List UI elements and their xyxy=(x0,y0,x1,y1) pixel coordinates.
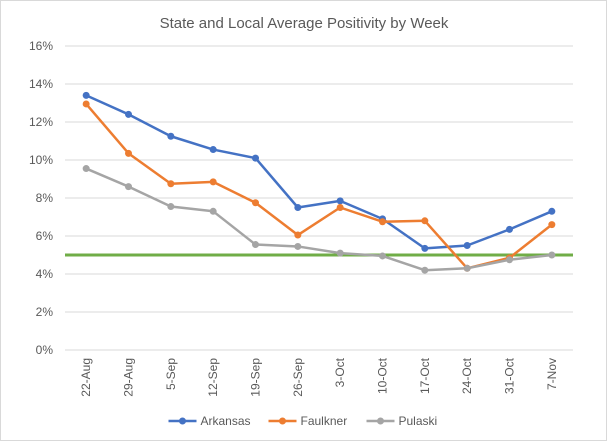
data-point-pulaski xyxy=(82,165,90,173)
y-axis-tick-labels: 0% 2% 4% 6% 8% 10% 12% 14% 16% xyxy=(29,39,53,357)
x-tick-label: 12-Sep xyxy=(206,358,220,397)
y-tick-label: 2% xyxy=(36,305,54,319)
data-point-faulkner xyxy=(125,149,132,157)
data-point-pulaski xyxy=(421,266,429,274)
series-line-arkansas xyxy=(84,94,554,250)
y-tick-label: 6% xyxy=(36,229,54,243)
data-point-arkansas xyxy=(82,91,90,99)
x-tick-label: 5-Sep xyxy=(164,358,178,390)
data-point-pulaski xyxy=(167,203,175,211)
data-point-pulaski xyxy=(548,251,556,259)
data-point-arkansas xyxy=(336,197,344,205)
data-point-arkansas xyxy=(421,244,429,252)
y-tick-label: 14% xyxy=(29,77,53,91)
legend-label: Arkansas xyxy=(201,414,251,428)
data-point-faulkner xyxy=(82,100,90,108)
data-point-faulkner xyxy=(548,221,556,229)
y-tick-label: 10% xyxy=(29,153,53,167)
x-tick-label: 31-Oct xyxy=(503,357,517,394)
y-tick-label: 8% xyxy=(36,191,54,205)
series-line-pulaski xyxy=(84,167,554,272)
y-tick-label: 0% xyxy=(36,343,54,357)
data-point-pulaski xyxy=(336,249,344,257)
data-point-pulaski xyxy=(379,252,386,260)
x-tick-label: 24-Oct xyxy=(460,357,474,394)
x-tick-label: 17-Oct xyxy=(418,357,432,394)
data-point-pulaski xyxy=(252,241,259,249)
y-tick-label: 12% xyxy=(29,115,53,129)
data-point-arkansas xyxy=(209,146,217,154)
chart-title: State and Local Average Positivity by We… xyxy=(160,15,449,32)
y-tick-label: 4% xyxy=(36,267,54,281)
data-point-arkansas xyxy=(463,242,471,249)
data-point-arkansas xyxy=(294,204,302,211)
data-point-faulkner xyxy=(379,218,386,226)
x-tick-label: 7-Nov xyxy=(545,358,559,390)
data-point-pulaski xyxy=(125,183,132,191)
data-point-pulaski xyxy=(209,207,217,215)
x-axis-tick-labels: 22-Aug 29-Aug 5-Sep 12-Sep 19-Sep 26-Sep 3-Oct… xyxy=(79,357,559,396)
legend-swatch-marker xyxy=(377,417,384,425)
data-point-faulkner xyxy=(209,178,217,186)
data-point-arkansas xyxy=(125,110,132,118)
x-tick-label: 26-Sep xyxy=(291,358,305,397)
legend-swatch-marker xyxy=(179,417,186,425)
series-layer xyxy=(82,91,556,274)
legend: Arkansas Faulkner Pulaski xyxy=(168,414,438,428)
data-point-faulkner xyxy=(336,204,344,211)
legend-label: Faulkner xyxy=(301,414,348,428)
data-point-pulaski xyxy=(294,242,302,250)
data-point-pulaski xyxy=(463,264,471,272)
data-point-arkansas xyxy=(252,154,259,162)
legend-item-faulkner: Faulkner xyxy=(268,414,348,428)
data-point-faulkner xyxy=(294,231,302,239)
legend-label: Pulaski xyxy=(399,414,438,428)
x-tick-label: 22-Aug xyxy=(79,358,93,397)
x-tick-label: 10-Oct xyxy=(376,357,390,394)
legend-item-arkansas: Arkansas xyxy=(168,414,251,428)
data-point-faulkner xyxy=(167,180,175,188)
data-point-faulkner xyxy=(252,199,259,207)
legend-item-pulaski: Pulaski xyxy=(366,414,438,428)
x-tick-label: 19-Sep xyxy=(249,358,263,397)
gridlines xyxy=(65,45,573,351)
data-point-arkansas xyxy=(548,207,556,215)
data-point-faulkner xyxy=(421,217,429,225)
data-point-arkansas xyxy=(167,132,175,140)
x-tick-label: 29-Aug xyxy=(122,358,136,397)
legend-swatch-marker xyxy=(279,417,286,425)
y-tick-label: 16% xyxy=(29,39,53,53)
x-tick-label: 3-Oct xyxy=(333,357,347,387)
data-point-arkansas xyxy=(506,225,513,233)
data-point-pulaski xyxy=(506,256,513,264)
